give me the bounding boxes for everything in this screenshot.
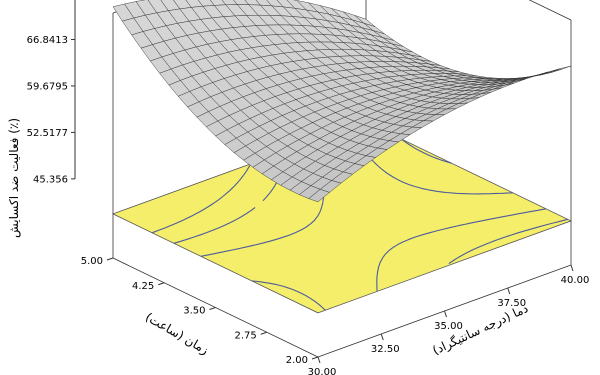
z-tick-label: 45.356 [33,174,68,185]
contour-line-6 [151,163,252,234]
x-tick-label: 30.00 [308,367,337,375]
x-tick-mark [570,264,574,272]
x-tick-mark [444,310,447,318]
y-axis: 2.00 2.75 3.50 4.25 5.00 [81,256,319,366]
x-tick-mark [317,356,321,364]
y-tick-mark [106,257,114,261]
x-axis: 30.00 32.50 35.00 37.50 40.00 [308,264,590,375]
response-surface [112,0,572,203]
z-tick-label: 66.8413 [27,35,68,46]
y-tick-label: 3.50 [183,306,205,317]
surface-facet [308,189,330,203]
x-tick-label: 35.00 [434,321,463,332]
y-tick-mark [158,282,165,286]
y-tick-label: 5.00 [81,256,103,267]
x-tick-label: 37.50 [497,298,526,309]
x-tick-label: 40.00 [561,275,590,286]
y-tick-label: 2.75 [234,330,256,341]
x-tick-mark [380,333,384,341]
z-tick-label: 59.6795 [27,81,68,92]
z-tick-label: 52.5177 [27,128,68,139]
y-tick-mark [260,331,267,335]
z-axis-title: فعالیت ضد اکسایش (٪) [7,118,22,238]
x-tick-label: 32.50 [371,344,400,355]
box-edge-top-right [528,0,572,21]
x-tick-mark [507,287,511,295]
y-tick-label: 4.25 [132,281,154,292]
y-tick-mark [209,307,216,310]
y-tick-mark [311,356,319,360]
y-tick-label: 2.00 [286,355,308,366]
y-axis-title: زمان (ساعت) [142,310,211,358]
contour-line-2 [400,138,452,164]
